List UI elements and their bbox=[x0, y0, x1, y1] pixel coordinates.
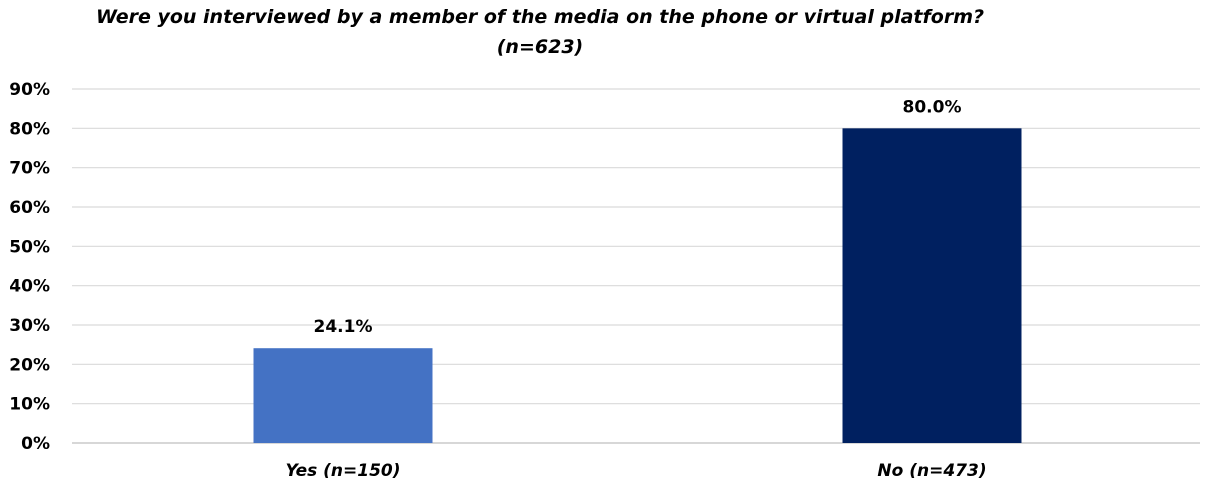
x-axis-categories: Yes (n=150) No (n=473) bbox=[285, 461, 986, 481]
bar bbox=[842, 128, 1022, 444]
data-label: 24.1% bbox=[314, 317, 373, 337]
data-labels: 24.1% 80.0% bbox=[314, 97, 962, 337]
x-category-label: No (n=473) bbox=[877, 461, 986, 481]
y-axis-ticks: 0% 10% 20% 30% 40% 50% 60% 70% 80% 90% bbox=[9, 80, 50, 454]
chart-title: Were you interviewed by a member of the … bbox=[95, 6, 985, 28]
data-label: 80.0% bbox=[903, 97, 962, 117]
bars bbox=[253, 128, 1022, 444]
x-category-label: Yes (n=150) bbox=[285, 461, 400, 481]
y-tick-label: 10% bbox=[9, 395, 50, 415]
y-tick-label: 50% bbox=[9, 237, 50, 257]
y-tick-label: 20% bbox=[9, 355, 50, 375]
y-tick-label: 0% bbox=[21, 434, 50, 454]
chart-subtitle: (n=623) bbox=[496, 36, 584, 58]
gridlines bbox=[72, 88, 1200, 444]
y-tick-label: 30% bbox=[9, 316, 50, 336]
y-tick-label: 90% bbox=[9, 80, 50, 100]
bar bbox=[253, 348, 433, 443]
y-tick-label: 40% bbox=[9, 277, 50, 297]
y-tick-label: 80% bbox=[9, 119, 50, 139]
y-tick-label: 60% bbox=[9, 198, 50, 218]
y-tick-label: 70% bbox=[9, 159, 50, 179]
